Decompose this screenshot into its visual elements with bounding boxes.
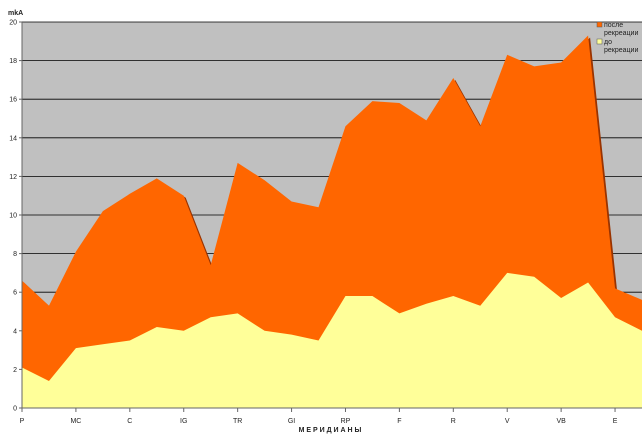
x-tick-label: IG bbox=[180, 418, 187, 425]
y-tick-label: 18 bbox=[9, 58, 17, 65]
x-axis-title: М Е Р И Д И А Н Ы bbox=[299, 427, 362, 434]
legend-swatch bbox=[596, 38, 603, 45]
legend-label: рекреации bbox=[604, 47, 638, 54]
y-tick-label: 12 bbox=[9, 174, 17, 181]
y-tick-label: 2 bbox=[13, 367, 17, 374]
x-tick-label: VB bbox=[556, 418, 566, 425]
y-axis-ticks: 0 2 4 6 8 10 12 14 16 18 20 bbox=[9, 20, 22, 413]
x-tick-label: MC bbox=[70, 418, 81, 425]
x-tick-label: P bbox=[20, 418, 25, 425]
y-tick-label: 10 bbox=[9, 213, 17, 220]
x-tick-label: R bbox=[451, 418, 456, 425]
y-tick-label: 20 bbox=[9, 20, 17, 27]
y-tick-label: 14 bbox=[9, 135, 17, 142]
y-tick-label: 0 bbox=[13, 406, 17, 413]
legend-label: до bbox=[604, 39, 612, 46]
y-tick-label: 4 bbox=[13, 328, 17, 335]
y-tick-label: 6 bbox=[13, 290, 17, 297]
series-area bbox=[22, 272, 642, 408]
x-tick-label: F bbox=[397, 418, 401, 425]
legend-label: после bbox=[604, 22, 623, 29]
x-tick-label: TR bbox=[233, 418, 242, 425]
y-tick-label: 8 bbox=[13, 251, 17, 258]
legend-swatch bbox=[596, 21, 603, 28]
y-axis-title: mkA bbox=[8, 10, 23, 17]
legend-label: рекреации bbox=[604, 30, 638, 37]
y-tick-label: 16 bbox=[9, 97, 17, 104]
x-axis-ticks: P MC C IG TR GI RP F R V VB E bbox=[20, 408, 618, 425]
x-tick-label: E bbox=[613, 418, 618, 425]
x-tick-label: RP bbox=[341, 418, 351, 425]
x-tick-label: C bbox=[127, 418, 132, 425]
x-tick-label: GI bbox=[288, 418, 295, 425]
area-series-group bbox=[22, 35, 642, 408]
x-tick-label: V bbox=[505, 418, 510, 425]
